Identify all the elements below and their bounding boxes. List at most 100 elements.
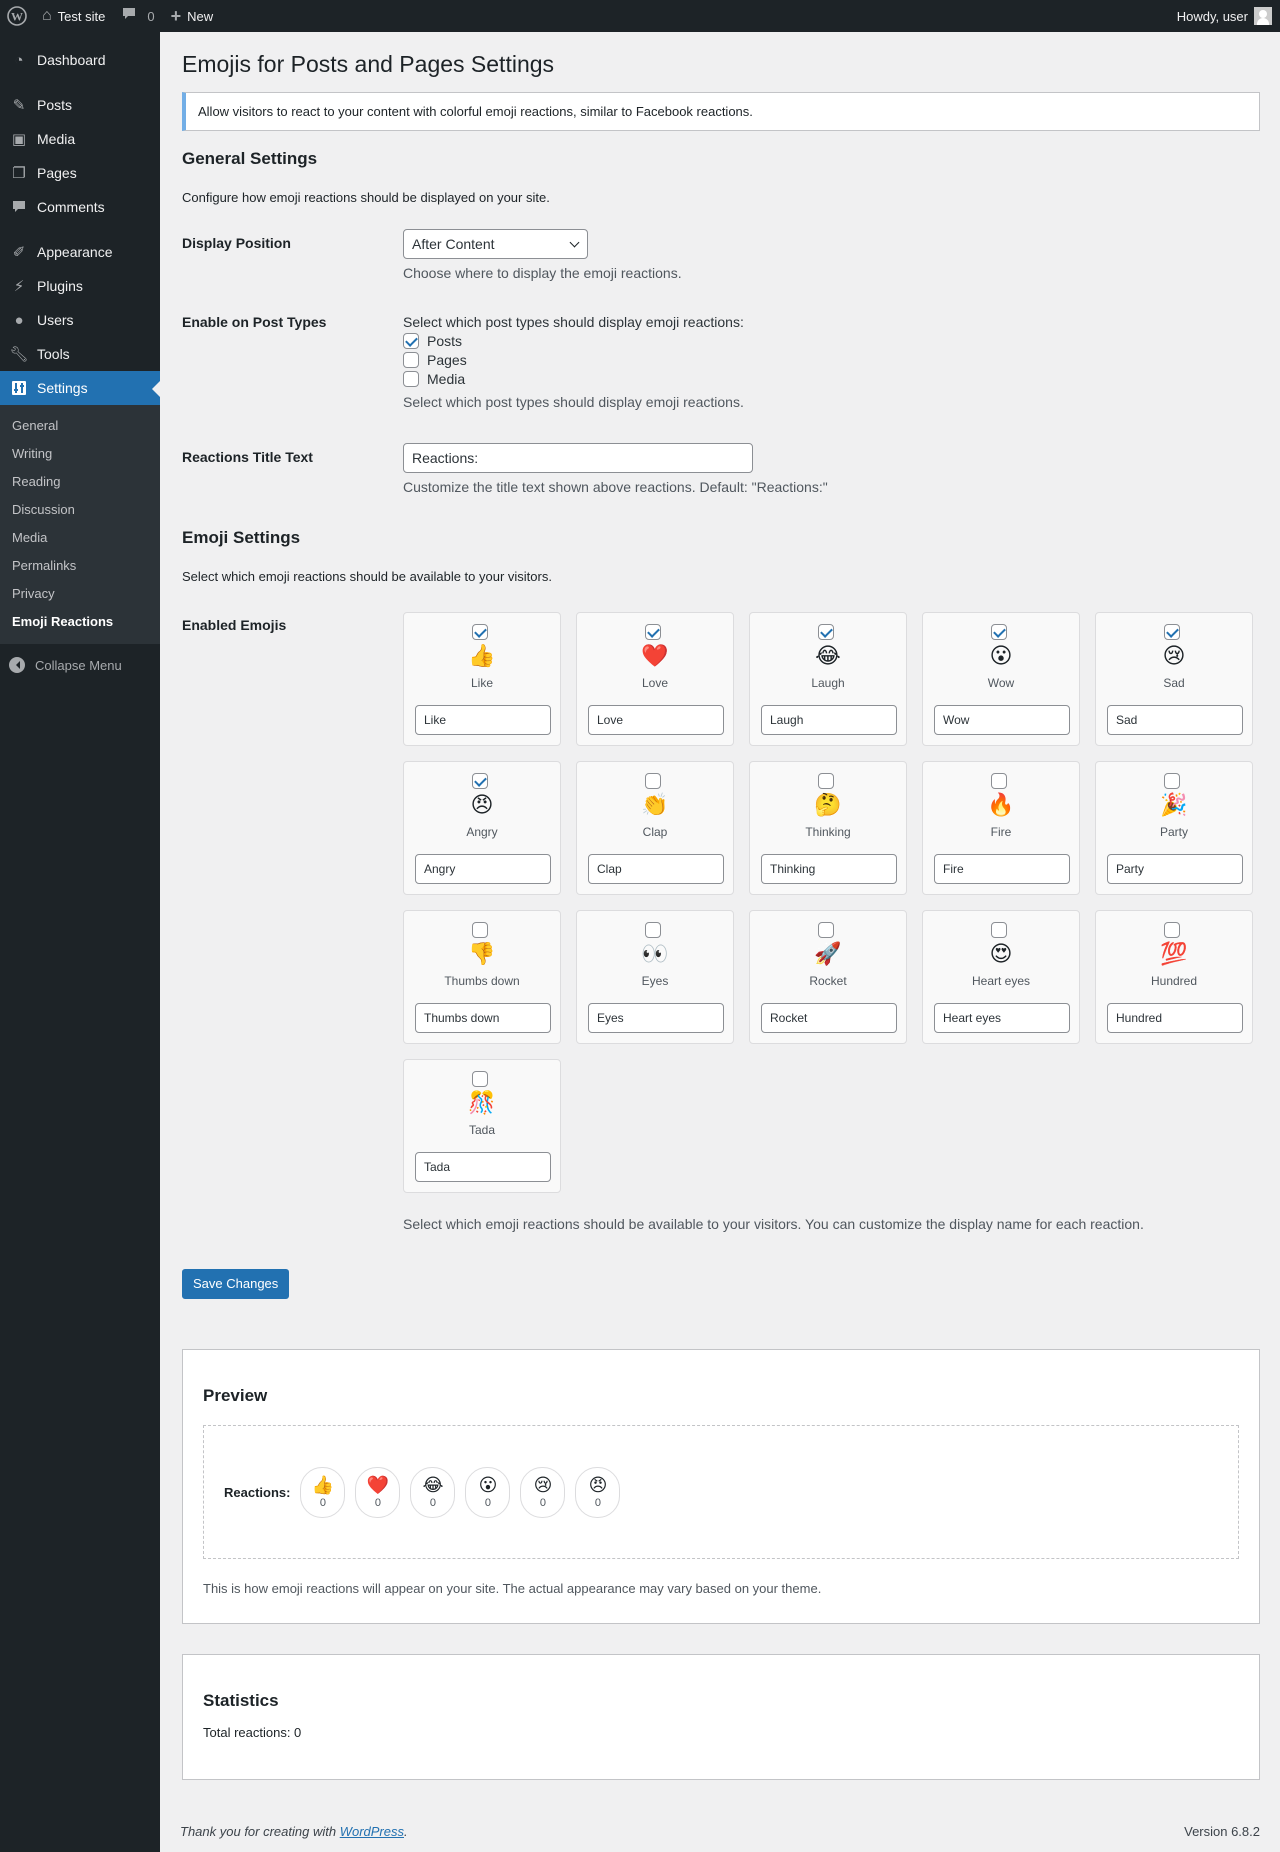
account-menu[interactable]: Howdy, user: [1169, 0, 1280, 32]
avatar: [1254, 7, 1272, 25]
emoji-name: Fire: [990, 825, 1012, 839]
collapse-menu-button[interactable]: Collapse Menu: [0, 648, 160, 682]
sidebar-item-tools[interactable]: 🔧︎ Tools: [0, 337, 160, 371]
sidebar-item-dashboard[interactable]: ◔ Dashboard: [0, 43, 160, 77]
emoji-glyph: 😮: [989, 643, 1013, 668]
display-position-select[interactable]: After Content: [403, 229, 588, 259]
emoji-enable-checkbox[interactable]: [472, 773, 488, 789]
emoji-label-input[interactable]: [415, 1152, 551, 1182]
submenu-item-media[interactable]: Media: [12, 530, 48, 545]
emoji-label-input[interactable]: [934, 705, 1070, 735]
submenu-item-discussion[interactable]: Discussion: [12, 502, 75, 517]
emoji-label-input[interactable]: [415, 705, 551, 735]
emoji-glyph: 😂: [815, 643, 841, 668]
howdy-text: Howdy, user: [1176, 8, 1248, 24]
pin-icon: ✎: [12, 97, 26, 114]
emoji-enable-checkbox[interactable]: [991, 624, 1007, 640]
sidebar-item-users[interactable]: ● Users: [0, 303, 160, 337]
emoji-label-input[interactable]: [761, 705, 897, 735]
comment-icon: [9, 197, 29, 217]
comments-link[interactable]: 0: [113, 0, 162, 32]
sidebar-item-settings[interactable]: Settings: [0, 371, 160, 405]
save-changes-button[interactable]: Save Changes: [182, 1269, 290, 1299]
enabled-emojis-desc: Select which emoji reactions should be a…: [403, 1216, 1144, 1232]
emoji-name: Sad: [1163, 676, 1185, 690]
main-content: Emojis for Posts and Pages Settings Allo…: [182, 32, 1260, 1780]
post-type-option[interactable]: Posts: [403, 331, 1260, 350]
sidebar-item-plugins[interactable]: ⚡ Plugins: [0, 269, 160, 303]
emoji-enable-checkbox[interactable]: [818, 922, 834, 938]
site-name-link[interactable]: ⌂ Test site: [34, 0, 113, 32]
post-type-option[interactable]: Media: [403, 369, 1260, 388]
submenu-item-writing[interactable]: Writing: [12, 446, 53, 461]
emoji-grid: 👍 Like ❤️ Love 😂 Laugh 😮 Wow 😢 Sad 😠 Angry 👏 Clap 🤔 Thi…: [403, 612, 1260, 1193]
reaction-button[interactable]: ❤️ 0: [355, 1466, 401, 1518]
emoji-enable-checkbox[interactable]: [1164, 624, 1180, 640]
emoji-label-input[interactable]: [1107, 705, 1243, 735]
post-type-checkbox[interactable]: [403, 370, 419, 387]
emoji-glyph: 💯: [1160, 941, 1188, 966]
emoji-enable-checkbox[interactable]: [818, 624, 834, 640]
submenu-item-emoji-reactions[interactable]: Emoji Reactions: [12, 614, 114, 629]
post-type-checkbox[interactable]: [403, 351, 419, 368]
emoji-enable-checkbox[interactable]: [818, 773, 834, 789]
emoji-label-input[interactable]: [1107, 854, 1243, 884]
emoji-label-input[interactable]: [588, 1003, 724, 1033]
submit-row: Save Changes: [182, 1269, 1260, 1299]
emoji-enable-checkbox[interactable]: [472, 1071, 488, 1087]
sidebar-item-posts[interactable]: ✎ Posts: [0, 88, 160, 122]
collapse-label: Collapse Menu: [35, 657, 122, 673]
emoji-label-input[interactable]: [761, 854, 897, 884]
sidebar-item-comments[interactable]: Comments: [0, 190, 160, 224]
emoji-enable-checkbox[interactable]: [991, 922, 1007, 938]
emoji-glyph: 🎉: [1160, 792, 1188, 817]
emoji-enable-checkbox[interactable]: [645, 773, 661, 789]
reaction-button[interactable]: 😮 0: [465, 1466, 511, 1518]
sidebar-item-media[interactable]: ▣ Media: [0, 122, 160, 156]
submenu-item-permalinks[interactable]: Permalinks: [12, 558, 77, 573]
sidebar-item-appearance[interactable]: ✐ Appearance: [0, 235, 160, 269]
emoji-label-input[interactable]: [934, 1003, 1070, 1033]
emoji-enable-checkbox[interactable]: [1164, 922, 1180, 938]
total-reactions: Total reactions: 0: [203, 1725, 302, 1740]
emoji-label-input[interactable]: [415, 854, 551, 884]
footer-thanks-prefix: Thank you for creating with: [180, 1824, 337, 1839]
emoji-enable-checkbox[interactable]: [1164, 773, 1180, 789]
emoji-label-input[interactable]: [588, 705, 724, 735]
submenu-item-general[interactable]: General: [12, 418, 59, 433]
emoji-glyph: 😢: [1162, 643, 1186, 668]
emoji-label-input[interactable]: [1107, 1003, 1243, 1033]
title-text-input[interactable]: [403, 443, 753, 473]
emoji-card: 😂 Laugh: [749, 612, 907, 746]
reaction-count: 0: [594, 1496, 602, 1509]
footer-version: Version 6.8.2: [1184, 1824, 1260, 1839]
wordpress-link[interactable]: WordPress: [339, 1824, 404, 1839]
emoji-card: 🎊 Tada: [403, 1059, 561, 1193]
emoji-enable-checkbox[interactable]: [645, 624, 661, 640]
emoji-glyph: 🤔: [814, 792, 842, 817]
emoji-label-input[interactable]: [415, 1003, 551, 1033]
sidebar-item-label: Comments: [37, 199, 105, 215]
emoji-enable-checkbox[interactable]: [991, 773, 1007, 789]
wrench-icon: 🔧︎: [9, 346, 29, 363]
emoji-enable-checkbox[interactable]: [472, 624, 488, 640]
new-content-link[interactable]: + New: [163, 0, 222, 32]
emoji-glyph: 🔥: [987, 792, 1015, 817]
reaction-button[interactable]: 👍 0: [300, 1466, 346, 1518]
reaction-glyph: 😮: [478, 1474, 498, 1495]
emoji-enable-checkbox[interactable]: [472, 922, 488, 938]
submenu-item-reading[interactable]: Reading: [12, 474, 61, 489]
emoji-label-input[interactable]: [934, 854, 1070, 884]
reaction-button[interactable]: 😂 0: [410, 1466, 456, 1518]
sidebar-item-label: Media: [37, 131, 76, 147]
post-type-checkbox[interactable]: [403, 332, 419, 349]
emoji-enable-checkbox[interactable]: [645, 922, 661, 938]
post-type-option[interactable]: Pages: [403, 350, 1260, 369]
submenu-item-privacy[interactable]: Privacy: [12, 586, 55, 601]
emoji-label-input[interactable]: [761, 1003, 897, 1033]
sidebar-item-pages[interactable]: ❐ Pages: [0, 156, 160, 190]
reaction-button[interactable]: 😢 0: [520, 1466, 566, 1518]
wordpress-logo-icon[interactable]: W: [0, 0, 34, 32]
reaction-button[interactable]: 😠 0: [575, 1466, 621, 1518]
emoji-label-input[interactable]: [588, 854, 724, 884]
